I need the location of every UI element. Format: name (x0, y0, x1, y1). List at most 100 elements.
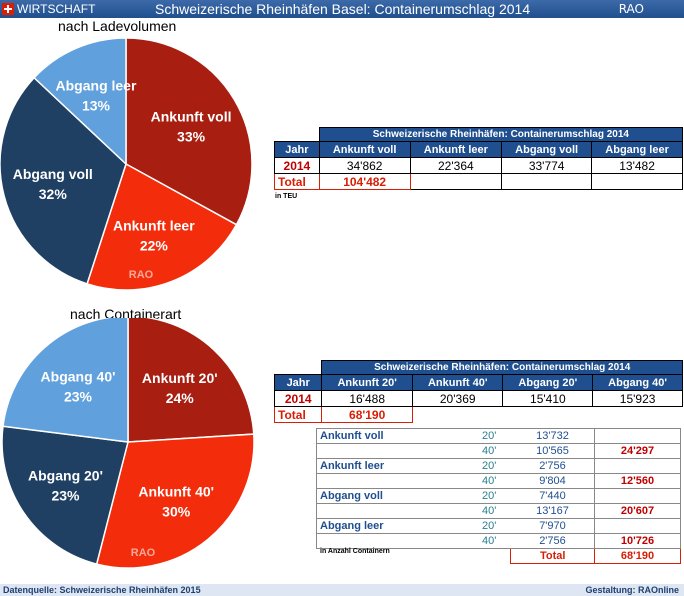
pie-chart-containerart: Ankunft 20' 24% Ankunft 40' 30% Abgang 20' 23… (1, 318, 255, 569)
details-row: 40' 13'167 20'607 (316, 503, 681, 519)
details-row: 40' 2'756 10'726 (316, 533, 681, 549)
table1-cell: 22'364 (409, 157, 503, 174)
details-cell: 40' (467, 473, 511, 489)
details-total-value: 68'190 (594, 548, 681, 564)
slice-percent: 33% (177, 129, 206, 145)
details-cell (594, 518, 681, 534)
table2-header: Abgang 40' (592, 374, 683, 391)
header-bar: WIRTSCHAFT Schweizerische Rheinhäfen Bas… (0, 0, 684, 18)
details-cell (316, 473, 468, 489)
header-rao: RAO (618, 2, 644, 16)
details-total-label: Total (510, 548, 596, 564)
rao-watermark: RAO (129, 269, 154, 281)
swiss-cross-icon (2, 3, 14, 15)
details-cell: 40' (467, 503, 511, 519)
table-ladevolumen: Schweizerische Rheinhäfen: Containerumsc… (274, 127, 684, 190)
details-cell: Abgang voll (316, 488, 468, 504)
details-cell (316, 443, 468, 459)
details-row: 40' 9'804 12'560 (316, 473, 681, 489)
table1-header: Abgang leer (591, 141, 683, 158)
pie-slice (86, 162, 238, 291)
details-row: 40' 10'565 24'297 (316, 443, 681, 459)
details-note: in Anzahl Containern (320, 548, 390, 555)
details-cell: Ankunft voll (316, 428, 468, 444)
table-containerart: Schweizerische Rheinhäfen: Containerumsc… (273, 360, 683, 423)
details-cell: 20' (467, 428, 511, 444)
slice-percent: 32% (39, 186, 68, 202)
table1-cell: 13'482 (591, 157, 683, 174)
details-cell: 2'756 (510, 533, 596, 549)
pie-slice (127, 318, 255, 443)
slice-label: Ankunft 20' (142, 370, 218, 386)
table1-header: Ankunft leer (409, 141, 503, 158)
details-row: Ankunft leer 20' 2'756 (316, 458, 681, 474)
slice-label: Ankunft voll (151, 109, 232, 125)
table2-header: Abgang 20' (502, 374, 594, 391)
footer-credit[interactable]: Gestaltung: RAOnline (585, 585, 679, 595)
pie-slice (125, 37, 253, 226)
table1-cell: 2014 (274, 157, 320, 174)
table1-total-label: Total (274, 173, 320, 190)
details-cell: 13'167 (510, 503, 596, 519)
details-cell (594, 458, 681, 474)
details-cell: Ankunft leer (316, 458, 468, 474)
table2-header: Ankunft 20' (321, 374, 413, 391)
slice-label: Abgang 20' (28, 467, 103, 483)
table1-cell: 33'774 (501, 157, 593, 174)
table2-cell: 16'488 (321, 390, 413, 407)
brand-label: WIRTSCHAFT (17, 2, 96, 16)
details-cell: 10'726 (594, 533, 681, 549)
details-table: Ankunft voll 20' 13'732 40' 10'565 24'297 Anku… (316, 428, 681, 564)
table2-total-value: 68'190 (321, 406, 413, 423)
table2-header: Jahr (273, 374, 323, 391)
details-row: Abgang leer 20' 7'970 (316, 518, 681, 534)
details-cell (316, 533, 468, 549)
pie-slice (0, 76, 127, 285)
details-cell: 7'440 (510, 488, 596, 504)
table1-header: Jahr (274, 141, 320, 158)
slice-percent: 13% (82, 98, 111, 114)
pie-slice (33, 37, 127, 166)
details-cell: 20'607 (594, 503, 681, 519)
slice-percent: 22% (140, 237, 169, 253)
table2-cell: 15'923 (592, 390, 683, 407)
slice-percent: 24% (166, 390, 195, 406)
pie-slice (2, 318, 129, 443)
details-cell: 7'970 (510, 518, 596, 534)
rao-watermark: RAO (131, 547, 156, 559)
slice-label: Abgang voll (13, 166, 93, 182)
details-row: Abgang voll 20' 7'440 (316, 488, 681, 504)
table2-header: Ankunft 40' (411, 374, 504, 391)
details-cell: 10'565 (510, 443, 596, 459)
slice-percent: 23% (51, 487, 80, 503)
details-cell: 13'732 (510, 428, 596, 444)
footer: Datenquelle: Schweizerische Rheinhäfen 2… (0, 584, 684, 596)
slice-percent: 23% (64, 388, 93, 404)
details-cell (316, 503, 468, 519)
table1-note: in TEU (275, 193, 298, 200)
chart1-title: nach Ladevolumen (58, 18, 177, 34)
details-row: Ankunft voll 20' 13'732 (316, 428, 681, 444)
details-cell: 24'297 (594, 443, 681, 459)
brand[interactable]: WIRTSCHAFT (0, 0, 95, 18)
table2-total-label: Total (273, 406, 323, 423)
details-cell: 2'756 (510, 458, 596, 474)
table1-header: Abgang voll (501, 141, 593, 158)
table2-cell: 2014 (273, 390, 323, 407)
table1-total-value: 104'482 (318, 173, 411, 190)
slice-label: Abgang 40' (41, 368, 116, 384)
details-cell: 20' (467, 518, 511, 534)
details-cell: 9'804 (510, 473, 596, 489)
page-title: Schweizerische Rheinhäfen Basel: Contain… (155, 1, 531, 17)
slice-label: Ankunft 40' (138, 483, 214, 499)
pie-slice (95, 433, 255, 569)
details-cell (594, 428, 681, 444)
table2-cell: 20'369 (411, 390, 504, 407)
details-cell: 12'560 (594, 473, 681, 489)
table2-cell: 15'410 (502, 390, 594, 407)
details-cell: 20' (467, 488, 511, 504)
table1-title: Schweizerische Rheinhäfen: Containerumsc… (318, 127, 684, 142)
table1-header: Ankunft voll (318, 141, 411, 158)
details-cell: Abgang leer (316, 518, 468, 534)
details-cell: 40' (467, 533, 511, 549)
